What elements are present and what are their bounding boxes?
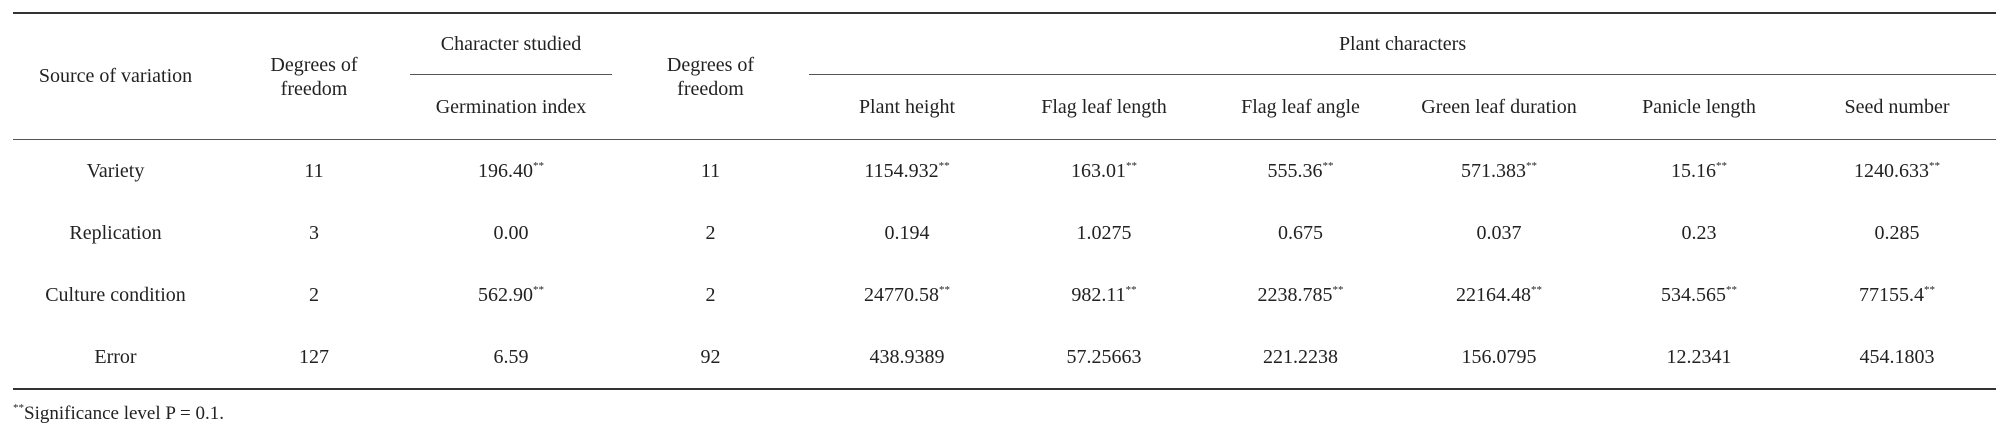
table-row: Replication 3 0.00 2 0.194 1.0275 0.675 0.037 0.…	[13, 202, 1996, 264]
cell: 555.36**	[1203, 140, 1398, 203]
cell: 1154.932**	[809, 140, 1005, 203]
cell: 3	[309, 221, 319, 244]
significance-mark: **	[533, 283, 544, 296]
header-cell: Flag leaf angle	[1203, 74, 1398, 140]
cell: 22164.48**	[1398, 264, 1600, 326]
cell-value: 24770.58	[864, 283, 939, 306]
cell: 6.59	[493, 345, 529, 368]
cell-value: 562.90	[478, 283, 533, 306]
header-cell: Degrees of freedom	[612, 13, 809, 140]
cell: 156.0795	[1461, 345, 1537, 368]
significance-mark: **	[1332, 283, 1344, 296]
cell-value: 15.16	[1671, 159, 1716, 182]
header-cell: Seed number	[1798, 74, 1997, 140]
significance-mark: **	[939, 283, 950, 296]
cell: 2	[705, 221, 716, 244]
cell: 0.675	[1278, 221, 1323, 244]
footnote-text: Significance level P = 0.1.	[24, 403, 224, 424]
cell-value: 77155.4	[1859, 283, 1925, 306]
cell-value: 1240.633	[1854, 159, 1930, 182]
cell-value: 534.565	[1661, 283, 1726, 306]
header-cell: Degrees of freedom	[218, 13, 410, 140]
cell: 24770.58**	[809, 264, 1005, 326]
cell: 163.01**	[1005, 140, 1203, 203]
significance-mark: **	[1526, 159, 1537, 172]
cell-value: 196.40	[478, 159, 533, 182]
cell: 12.2341	[1666, 345, 1732, 368]
significance-mark: **	[533, 159, 544, 172]
table-row: Error 127 6.59 92 438.9389 57.25663 221.2238 15…	[13, 326, 1996, 389]
cell: 571.383**	[1398, 140, 1600, 203]
cell: 221.2238	[1263, 345, 1338, 368]
cell: Culture condition	[45, 283, 186, 306]
cell: 562.90**	[410, 264, 612, 326]
significance-mark: **	[1126, 159, 1137, 172]
cell: 0.285	[1874, 221, 1920, 244]
cell: 454.1803	[1859, 345, 1935, 368]
cell-value: 1154.932	[864, 159, 939, 182]
cell: Variety	[86, 159, 145, 182]
footnote-mark: **	[13, 402, 24, 414]
significance-mark: **	[1125, 283, 1137, 296]
header-cell: Green leaf duration	[1398, 74, 1600, 140]
significance-mark: **	[1924, 283, 1936, 296]
cell: 2	[705, 283, 716, 306]
header-cell: Germination index	[410, 74, 612, 140]
cell: 0.00	[493, 221, 529, 244]
cell-value: 22164.48	[1456, 283, 1531, 306]
cell-value: 163.01	[1071, 159, 1126, 182]
header-cell: Plant characters	[809, 13, 1997, 75]
cell: 982.11**	[1005, 264, 1203, 326]
cell: 0.23	[1681, 221, 1717, 244]
cell: 15.16**	[1600, 140, 1798, 203]
cell: 534.565**	[1600, 264, 1798, 326]
cell: 2	[309, 283, 319, 306]
cell-value: 555.36	[1267, 159, 1323, 182]
cell: 11	[700, 159, 721, 182]
header-cell: Panicle length	[1600, 74, 1798, 140]
significance-mark: **	[1322, 159, 1334, 172]
cell-value: 982.11	[1071, 283, 1126, 306]
cell: 1.0275	[1076, 221, 1132, 244]
cell: 438.9389	[869, 345, 945, 368]
cell: Error	[94, 345, 137, 368]
anova-table: Source of variation Degrees of freedom C…	[13, 12, 1997, 390]
footnote: **Significance level P = 0.1.	[13, 402, 224, 425]
cell-value: 571.383	[1461, 159, 1526, 182]
cell: 11	[304, 159, 324, 182]
cell: 2238.785**	[1203, 264, 1398, 326]
cell: 196.40**	[410, 140, 612, 203]
significance-mark: **	[1929, 159, 1941, 172]
header-cell: Character studied	[410, 13, 612, 75]
header-cell: Plant height	[809, 74, 1005, 140]
cell: 0.194	[884, 221, 930, 244]
cell: 77155.4**	[1798, 264, 1996, 326]
cell: 0.037	[1476, 221, 1522, 244]
cell: 1240.633**	[1798, 140, 1996, 203]
header-cell: Source of variation	[13, 13, 218, 140]
header-cell: Flag leaf length	[1005, 74, 1203, 140]
significance-mark: **	[1716, 159, 1727, 172]
cell: Replication	[69, 221, 162, 244]
significance-mark: **	[1531, 283, 1542, 296]
table-row: Variety 11 196.40** 11 1154.932** 163.01** 555…	[13, 140, 1996, 203]
significance-mark: **	[938, 159, 950, 172]
cell: 92	[700, 345, 721, 368]
header-text: Degrees of freedom	[666, 53, 755, 100]
header-text: Degrees of freedom	[270, 53, 358, 100]
table-row: Culture condition 2 562.90** 2 24770.58** 982…	[13, 264, 1996, 326]
significance-mark: **	[1726, 283, 1737, 296]
cell: 127	[299, 345, 329, 368]
cell-value: 2238.785	[1257, 283, 1333, 306]
cell: 57.25663	[1066, 345, 1142, 368]
